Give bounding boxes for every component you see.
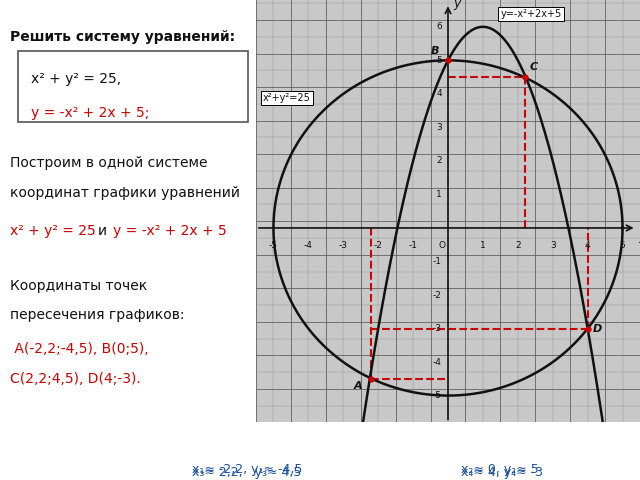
Text: 1: 1 xyxy=(480,241,486,251)
Text: A(-2,2;-4,5), B(0;5),: A(-2,2;-4,5), B(0;5), xyxy=(10,342,149,356)
Text: пересечения графиков:: пересечения графиков: xyxy=(10,308,185,323)
Text: -4: -4 xyxy=(433,358,442,367)
Text: B: B xyxy=(431,46,439,56)
Text: C: C xyxy=(530,62,538,72)
Text: O: O xyxy=(438,241,445,251)
Text: C(2,2;4,5), D(4;-3).: C(2,2;4,5), D(4;-3). xyxy=(10,372,141,386)
Text: x² + y² = 25,: x² + y² = 25, xyxy=(31,72,121,86)
Text: 3: 3 xyxy=(436,123,442,132)
Text: и: и xyxy=(97,224,106,238)
Text: x₂≈ 0, y₂≈ 5: x₂≈ 0, y₂≈ 5 xyxy=(461,463,538,476)
Text: Решить систему уравнений:: Решить систему уравнений: xyxy=(10,30,236,44)
Text: -3: -3 xyxy=(433,324,442,333)
Text: координат графики уравнений: координат графики уравнений xyxy=(10,186,240,200)
Text: -2: -2 xyxy=(433,290,442,300)
Text: A: A xyxy=(354,381,362,391)
Text: 2: 2 xyxy=(515,241,520,251)
Text: x₁≈ -2,2, y₁≈ -4,5: x₁≈ -2,2, y₁≈ -4,5 xyxy=(192,463,302,476)
Text: y = -x² + 2x + 5;: y = -x² + 2x + 5; xyxy=(31,106,149,120)
Text: 1: 1 xyxy=(436,190,442,199)
Text: 5: 5 xyxy=(620,241,625,251)
Text: y = -x² + 2x + 5: y = -x² + 2x + 5 xyxy=(113,224,227,238)
Text: -1: -1 xyxy=(408,241,417,251)
Text: x: x xyxy=(638,233,640,246)
Text: Построим в одной системе: Построим в одной системе xyxy=(10,156,208,170)
Text: 6: 6 xyxy=(436,22,442,31)
Text: y: y xyxy=(453,0,461,10)
Text: -5: -5 xyxy=(269,241,278,251)
FancyBboxPatch shape xyxy=(18,51,248,122)
Text: y=-x²+2x+5: y=-x²+2x+5 xyxy=(500,9,562,19)
Text: -1: -1 xyxy=(433,257,442,266)
Text: D: D xyxy=(593,324,602,334)
Text: x₄≈ 4, y₄≈ -3: x₄≈ 4, y₄≈ -3 xyxy=(461,466,543,479)
Text: -4: -4 xyxy=(304,241,313,251)
Text: x₃≈ 2,2,   y₃≈ 4,5: x₃≈ 2,2, y₃≈ 4,5 xyxy=(192,466,301,479)
Text: -5: -5 xyxy=(433,391,442,400)
Text: x²+y²=25: x²+y²=25 xyxy=(263,93,311,103)
Text: 5: 5 xyxy=(436,56,442,65)
Text: 2: 2 xyxy=(436,156,442,166)
Text: -3: -3 xyxy=(339,241,348,251)
Text: 3: 3 xyxy=(550,241,556,251)
Text: 4: 4 xyxy=(585,241,591,251)
Text: -2: -2 xyxy=(374,241,383,251)
Text: Координаты точек: Координаты точек xyxy=(10,279,147,293)
Text: 4: 4 xyxy=(436,89,442,98)
Text: x² + y² = 25: x² + y² = 25 xyxy=(10,224,96,238)
